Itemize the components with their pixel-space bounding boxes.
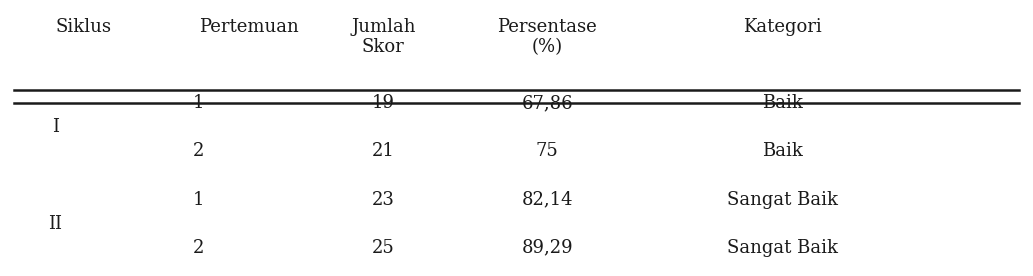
Text: Kategori: Kategori — [744, 18, 822, 36]
Text: 2: 2 — [193, 142, 205, 160]
Text: 25: 25 — [372, 239, 395, 257]
Text: 1: 1 — [193, 94, 205, 112]
Text: 21: 21 — [372, 142, 395, 160]
Text: 23: 23 — [372, 190, 395, 209]
Text: I: I — [52, 118, 59, 136]
Text: Sangat Baik: Sangat Baik — [727, 239, 839, 257]
Text: Pertemuan: Pertemuan — [199, 18, 299, 36]
Text: Sangat Baik: Sangat Baik — [727, 190, 839, 209]
Text: II: II — [49, 215, 62, 233]
Text: 75: 75 — [536, 142, 559, 160]
Text: Baik: Baik — [762, 94, 804, 112]
Text: 82,14: 82,14 — [522, 190, 573, 209]
Text: 67,86: 67,86 — [522, 94, 573, 112]
Text: 89,29: 89,29 — [522, 239, 573, 257]
Text: Jumlah
Skor: Jumlah Skor — [351, 18, 415, 56]
Text: 19: 19 — [372, 94, 395, 112]
Text: 1: 1 — [193, 190, 205, 209]
Text: Persentase
(%): Persentase (%) — [497, 18, 597, 56]
Text: Baik: Baik — [762, 142, 804, 160]
Text: Siklus: Siklus — [56, 18, 112, 36]
Text: 2: 2 — [193, 239, 205, 257]
